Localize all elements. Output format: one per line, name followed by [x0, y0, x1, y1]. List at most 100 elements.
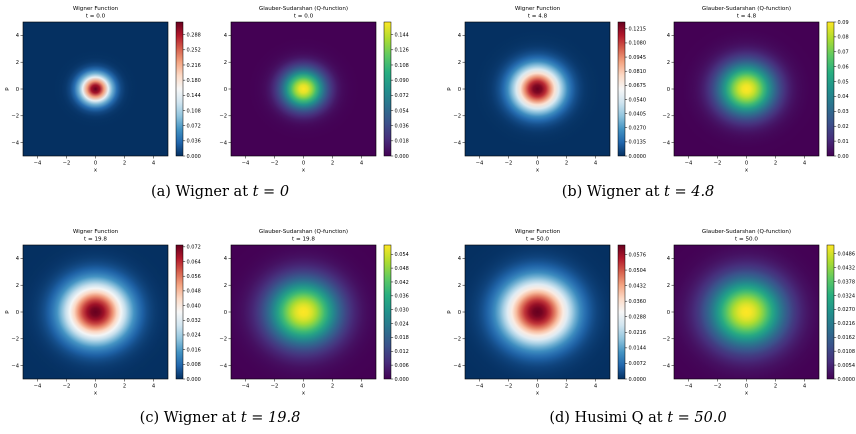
plot-subtitle: t = 50.0: [526, 237, 549, 243]
colorbar-tick-label: 0.054: [395, 252, 409, 258]
colorbar-tick-label: 0.0810: [629, 69, 647, 75]
colorbar-tick-label: 0.024: [395, 321, 409, 327]
colorbar-tick-label: 0.0540: [629, 97, 647, 103]
plot-title: Glauber-Sudarshan (Q-function): [702, 229, 791, 235]
colorbar-tick-label: 0.000: [187, 154, 201, 160]
colorbar-tick-label: 0.000: [187, 377, 201, 383]
heatmap-panel-3: Wigner Function t = 4.8 −4 −2 0 2 4 4 2 0 −2 −4 x p 0.…: [446, 6, 647, 174]
plot-subtitle: t = 50.0: [735, 237, 758, 243]
colorbar-tick-label: 0.0405: [629, 111, 647, 117]
colorbar-tick-label: 0.1215: [629, 27, 647, 33]
x-tick-label: 4: [152, 161, 156, 167]
caption-c: (c) Wigner at t = 19.8: [139, 410, 301, 426]
colorbar-tick-label: 0.0576: [629, 252, 647, 258]
colorbar: [383, 244, 392, 380]
x-tick-label: −2: [714, 384, 722, 390]
caption-b: (b) Wigner at t = 4.8: [561, 184, 715, 200]
colorbar-tick-label: 0.000: [395, 154, 409, 160]
x-tick-label: 2: [774, 161, 777, 167]
y-tick-label: −4: [11, 363, 19, 369]
heatmap-panel-1: Wigner Function t = 0.0 −4 −2 0 2 4 4 2 0 −2 −4 x p 0.…: [4, 6, 201, 174]
colorbar-tick-label: 0.03: [838, 109, 849, 115]
y-tick-label: −4: [662, 363, 670, 369]
y-tick-label: 2: [667, 60, 670, 66]
x-tick-label: −4: [685, 161, 693, 167]
colorbar: [617, 21, 626, 157]
heatmap-panel-8: Glauber-Sudarshan (Q-function) t = 50.0 −4…: [662, 229, 856, 397]
colorbar-tick-label: 0.036: [395, 123, 409, 129]
y-axis-label: p: [4, 310, 10, 314]
y-axis-label: p: [446, 87, 452, 91]
colorbar-tick-label: 0.180: [187, 78, 201, 84]
colorbar-tick-label: 0.0270: [629, 126, 647, 132]
colorbar-tick-label: 0.0324: [838, 293, 856, 299]
plot-subtitle: t = 0.0: [294, 14, 314, 20]
plot-title: Glauber-Sudarshan (Q-function): [259, 229, 348, 235]
colorbar-tick-label: 0.006: [395, 363, 409, 369]
colorbar-tick-label: 0.040: [187, 303, 201, 309]
colorbar: [175, 244, 184, 380]
colorbar-tick-label: 0.01: [838, 139, 849, 145]
x-tick-label: 4: [594, 161, 598, 167]
colorbar-tick-label: 0.048: [395, 266, 409, 272]
x-tick-label: −2: [271, 384, 279, 390]
colorbar-tick-label: 0.030: [395, 307, 409, 313]
y-tick-label: 0: [458, 87, 461, 93]
colorbar-tick-label: 0.018: [395, 335, 409, 341]
colorbar-tick-label: 0.090: [395, 78, 409, 84]
x-tick-label: 0: [302, 161, 305, 167]
colorbar-tick-label: 0.008: [187, 362, 201, 368]
y-tick-label: 0: [667, 310, 670, 316]
colorbar-tick-label: 0.018: [395, 139, 409, 145]
y-axis-label: p: [446, 310, 452, 314]
colorbar-tick-label: 0.09: [838, 20, 849, 26]
colorbar-tick-label: 0.108: [395, 63, 409, 69]
x-tick-label: −2: [271, 161, 279, 167]
plot-title: Wigner Function: [515, 6, 561, 12]
x-axis-label: x: [745, 168, 749, 174]
caption-a: (a) Wigner at t = 0: [150, 184, 290, 200]
y-tick-label: 0: [224, 87, 227, 93]
plot-title: Wigner Function: [73, 229, 119, 235]
y-tick-label: 4: [16, 33, 20, 39]
x-tick-label: 4: [594, 384, 598, 390]
y-tick-label: −2: [11, 114, 19, 120]
colorbar-tick-label: 0.1080: [629, 41, 647, 47]
colorbar-tick-label: 0.0378: [838, 279, 856, 285]
x-tick-label: −4: [34, 384, 42, 390]
x-axis-label: x: [536, 168, 540, 174]
plot-subtitle: t = 0.0: [86, 14, 106, 20]
y-tick-label: 2: [224, 283, 227, 289]
colorbar-tick-label: 0.064: [187, 259, 201, 265]
y-tick-label: 4: [458, 33, 462, 39]
y-tick-label: 2: [667, 283, 670, 289]
x-tick-label: 0: [745, 384, 748, 390]
colorbar-tick-label: 0.072: [395, 93, 409, 99]
y-tick-label: 2: [16, 283, 19, 289]
heatmap-field: [674, 245, 819, 379]
colorbar: [383, 21, 392, 157]
colorbar-tick-label: 0.0216: [629, 330, 647, 336]
x-tick-label: −4: [242, 384, 250, 390]
plot-subtitle: t = 4.8: [528, 14, 548, 20]
y-tick-label: −2: [219, 114, 227, 120]
y-tick-label: −2: [662, 114, 670, 120]
y-tick-label: 4: [667, 33, 671, 39]
colorbar: [826, 21, 835, 157]
y-tick-label: 4: [16, 256, 20, 262]
heatmap-field: [23, 22, 168, 156]
y-tick-label: −2: [453, 337, 461, 343]
colorbar-tick-label: 0.032: [187, 318, 201, 324]
heatmap-field: [674, 22, 819, 156]
x-tick-label: −2: [505, 384, 513, 390]
colorbar: [175, 21, 184, 157]
colorbar-tick-label: 0.144: [395, 32, 409, 38]
x-tick-label: 4: [152, 384, 156, 390]
x-tick-label: 2: [565, 384, 568, 390]
colorbar-tick-label: 0.144: [187, 93, 201, 99]
colorbar-tick-label: 0.05: [838, 79, 849, 85]
x-tick-label: −2: [505, 161, 513, 167]
x-tick-label: 4: [360, 384, 364, 390]
colorbar-tick-label: 0.108: [187, 108, 201, 114]
heatmap-panel-5: Wigner Function t = 19.8 −4 −2 0 2 4 4 2 0 −2 −4 x p 0…: [4, 229, 201, 397]
